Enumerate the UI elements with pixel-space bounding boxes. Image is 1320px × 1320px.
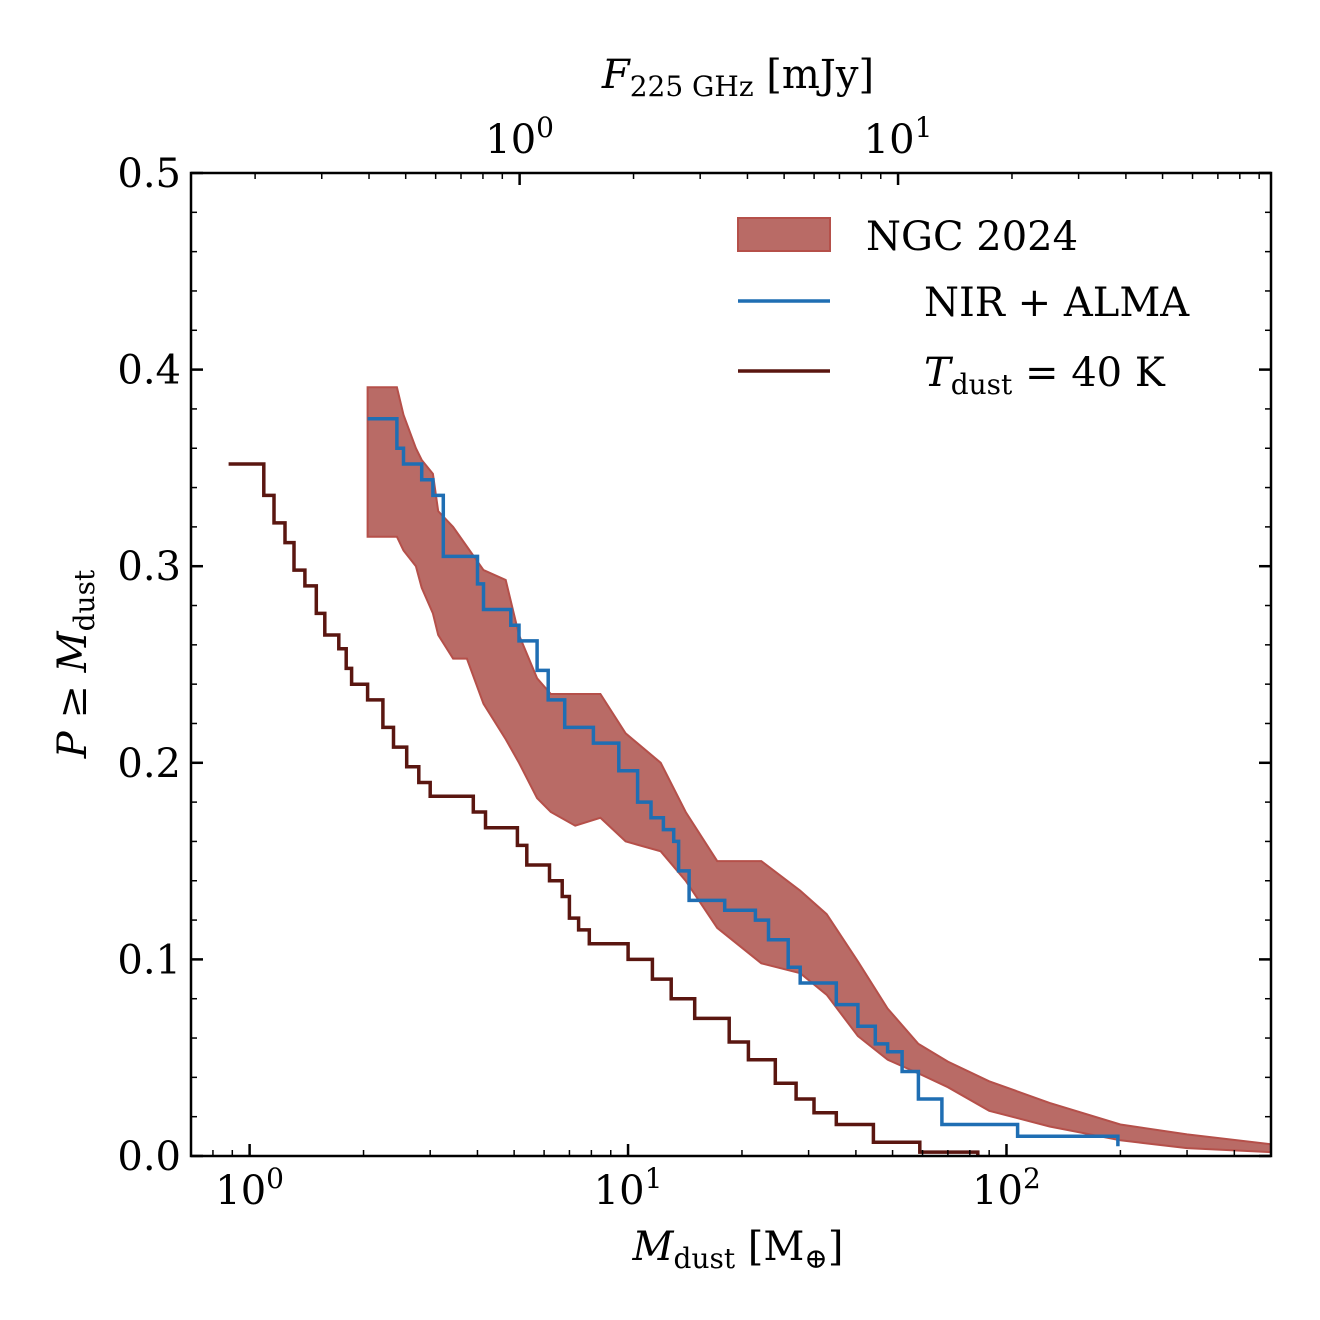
plot-layer xyxy=(228,386,1272,1156)
x-tick-label: 100 xyxy=(215,1162,284,1214)
y-tick-label: 0.1 xyxy=(117,937,181,983)
top-axis-title: F225 GHz [mJy] xyxy=(601,52,874,103)
tick-layer: 0.0 0.1 0.2 0.3 0.4 0.5 100 101 102 100 101 xyxy=(117,111,1271,1214)
y-axis-title: P ≥ Mdust xyxy=(50,569,101,759)
legend-label-blue: NIR + ALMA xyxy=(924,280,1190,326)
legend-label-band: NGC 2024 xyxy=(866,214,1078,260)
line-nir-alma xyxy=(367,417,1120,1147)
legend: NGC 2024 NIR + ALMA Tdust = 40 K xyxy=(737,214,1190,401)
x-tick-label: 101 xyxy=(594,1162,663,1214)
y-tick-label: 0.0 xyxy=(117,1134,181,1180)
y-tick-label: 0.3 xyxy=(117,544,181,590)
line-tdust-40k xyxy=(228,462,980,1156)
y-tick-label: 0.5 xyxy=(117,151,181,197)
top-tick-label: 101 xyxy=(864,111,933,163)
legend-label-dark: Tdust = 40 K xyxy=(924,350,1166,401)
x-tick-label: 102 xyxy=(972,1162,1041,1214)
top-tick-label: 100 xyxy=(485,111,554,163)
y-tick-label: 0.4 xyxy=(117,348,181,394)
y-tick-label: 0.2 xyxy=(117,741,181,787)
plot-frame xyxy=(189,171,1273,1158)
band-ngc-2024 xyxy=(366,386,1272,1154)
x-axis-title: Mdust [M⊕] xyxy=(632,1224,844,1275)
legend-swatch-band xyxy=(737,217,831,252)
